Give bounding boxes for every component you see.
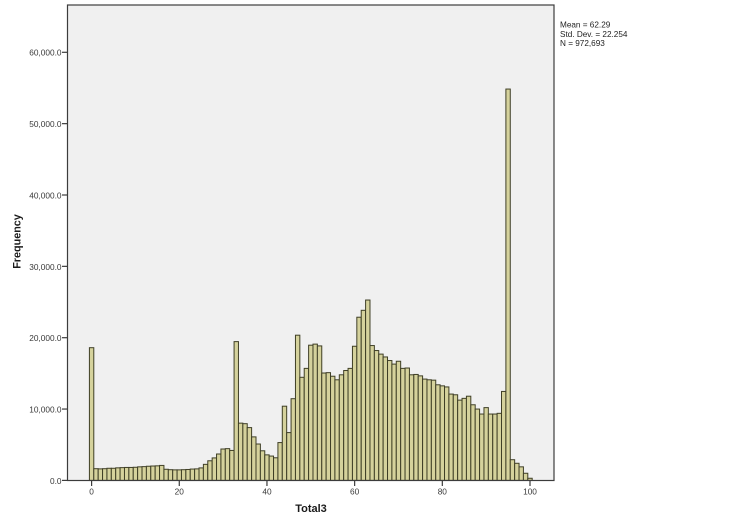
svg-text:60,000.0: 60,000.0 — [29, 48, 62, 58]
svg-text:10,000.0: 10,000.0 — [29, 404, 62, 414]
svg-text:N = 972,693: N = 972,693 — [560, 39, 605, 48]
svg-text:30,000.0: 30,000.0 — [29, 262, 62, 272]
svg-text:Total3: Total3 — [295, 503, 327, 515]
svg-text:100: 100 — [523, 487, 537, 497]
svg-text:0.0: 0.0 — [50, 476, 62, 486]
svg-text:50,000.0: 50,000.0 — [29, 119, 62, 129]
svg-text:80: 80 — [438, 487, 448, 497]
svg-text:Frequency: Frequency — [12, 214, 24, 269]
svg-text:Std. Dev. = 22.254: Std. Dev. = 22.254 — [560, 30, 628, 39]
svg-text:0: 0 — [89, 487, 94, 497]
svg-text:20: 20 — [175, 487, 185, 497]
svg-text:Mean = 62.29: Mean = 62.29 — [560, 21, 611, 30]
svg-text:20,000.0: 20,000.0 — [29, 333, 62, 343]
svg-text:40,000.0: 40,000.0 — [29, 190, 62, 200]
svg-text:60: 60 — [350, 487, 360, 497]
svg-text:40: 40 — [262, 487, 272, 497]
